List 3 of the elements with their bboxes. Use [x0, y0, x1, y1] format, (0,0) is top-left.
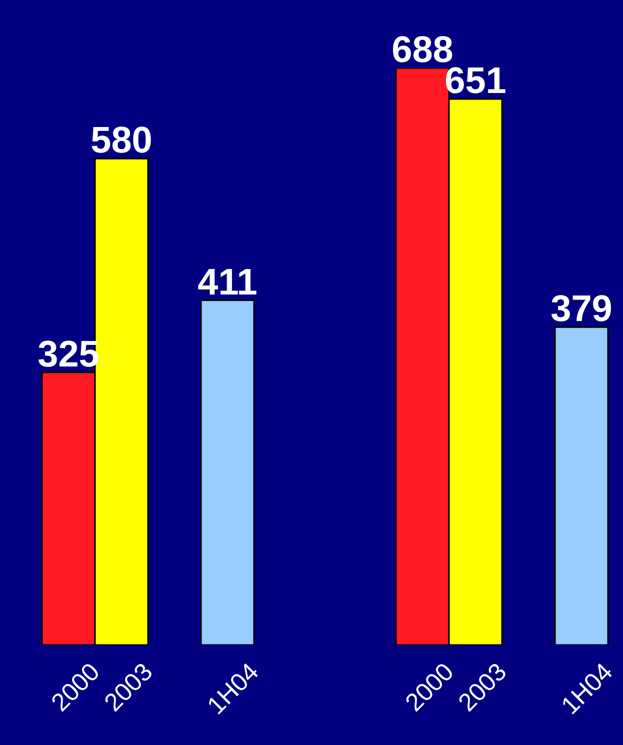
data-label: 580 — [90, 120, 152, 161]
data-label: 379 — [550, 288, 612, 330]
data-label: 411 — [198, 261, 258, 302]
